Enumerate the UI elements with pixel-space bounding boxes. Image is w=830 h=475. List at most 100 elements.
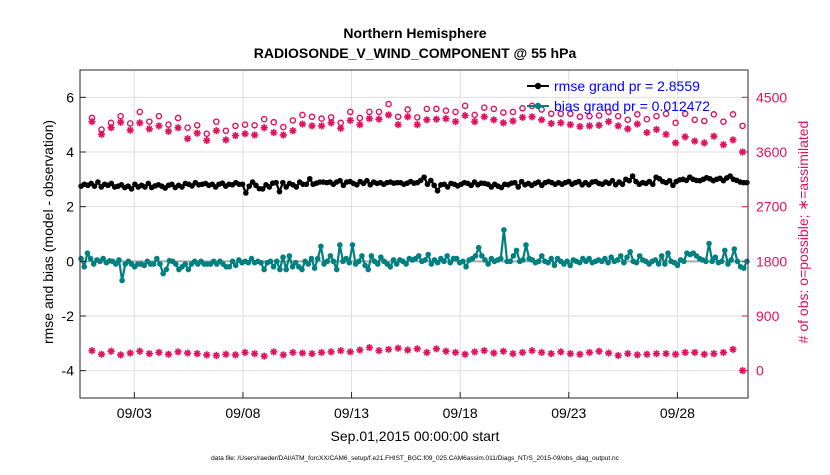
assimilated-marker	[270, 128, 278, 137]
asterisk-stroke	[634, 120, 641, 128]
possible-marker	[634, 111, 641, 118]
assimilated-low-marker	[547, 350, 555, 358]
bias-point	[154, 255, 160, 262]
bias-point	[182, 261, 189, 267]
assimilated-low-marker	[193, 350, 201, 358]
bias-point	[368, 253, 375, 259]
possible-marker	[739, 122, 746, 130]
assimilated-low-marker	[614, 351, 622, 360]
assimilated-marker	[700, 139, 708, 147]
assimilated-marker	[471, 118, 479, 126]
bias-point	[327, 253, 334, 259]
assimilated-low-marker	[652, 350, 661, 358]
assimilated-low-marker	[681, 348, 689, 357]
assimilated-marker	[652, 125, 661, 134]
assimilated-marker	[184, 135, 192, 143]
bias-point	[523, 242, 529, 248]
asterisk-stroke	[194, 130, 201, 137]
asterisk-stroke	[241, 130, 249, 137]
assimilated-marker	[203, 136, 211, 145]
legend-bias-marker	[534, 102, 542, 110]
bias-point	[333, 266, 340, 273]
bias-point	[116, 257, 122, 263]
possible-marker	[232, 122, 239, 130]
possible-marker	[193, 121, 201, 129]
asterisk-stroke	[414, 345, 421, 352]
asterisk-stroke	[643, 351, 651, 358]
bias-point	[472, 253, 479, 259]
rmse-point	[619, 181, 626, 188]
bias-point	[318, 243, 324, 250]
asterisk-stroke	[165, 128, 172, 135]
assimilated-marker	[365, 114, 374, 123]
rmse-point	[142, 184, 148, 190]
asterisk-stroke	[586, 122, 593, 129]
assimilated-low-marker	[605, 349, 613, 357]
bias-point	[434, 259, 441, 266]
asterisk-stroke	[127, 127, 134, 134]
bias-point	[636, 253, 643, 259]
assimilated-low-marker	[671, 350, 680, 358]
bias-point	[428, 261, 435, 267]
asterisk-stroke	[328, 348, 335, 355]
assimilated-marker	[566, 121, 574, 129]
bias-point	[507, 258, 514, 265]
asterisk-stroke	[299, 120, 306, 128]
assimilated-marker	[145, 125, 153, 133]
asterisk-stroke	[107, 348, 115, 355]
right-y-tick-label: 2700	[756, 199, 787, 215]
bias-point	[292, 259, 299, 266]
assimilated-marker	[117, 118, 125, 126]
assimilated-low-marker	[164, 350, 173, 358]
asterisk-stroke	[672, 139, 679, 147]
asterisk-stroke	[729, 136, 737, 143]
bias-point	[681, 258, 687, 265]
left-y-axis-label: rmse and bias (model - observation)	[40, 120, 56, 344]
asterisk-stroke	[270, 129, 277, 136]
possible-marker	[547, 110, 555, 118]
possible-marker	[557, 110, 565, 118]
data-file-footer: data file: /Users/raeder/DAI/ATM_forcXX/…	[211, 455, 620, 462]
rmse-point	[145, 180, 152, 187]
bias-point	[349, 242, 356, 248]
x-tick-label: 09/03	[117, 405, 152, 421]
asterisk-stroke	[423, 116, 430, 123]
assimilated-low-marker	[298, 349, 307, 357]
rmse-point	[128, 186, 135, 192]
asterisk-stroke	[280, 351, 287, 358]
assimilated-low-marker	[633, 351, 641, 359]
bias-point	[261, 266, 267, 273]
assimilated-low-marker	[557, 348, 565, 356]
legend-bias-label: bias grand pr = 0.012472	[554, 98, 710, 114]
legend-entry-rmse: rmse grand pr = 2.8559	[527, 78, 700, 94]
assimilated-marker	[585, 122, 594, 130]
assimilated-marker	[346, 116, 354, 125]
assimilated-low-marker	[538, 348, 546, 357]
assimilated-marker	[557, 119, 565, 127]
assimilated-marker	[442, 114, 450, 123]
x-tick-label: 09/08	[225, 405, 260, 421]
asterisk-stroke	[395, 121, 402, 128]
assimilated-marker	[279, 131, 287, 139]
rmse-point	[303, 181, 310, 188]
rmse-point	[243, 190, 249, 196]
asterisk-stroke	[662, 131, 670, 138]
asterisk-stroke	[261, 124, 268, 131]
asterisk-stroke	[337, 347, 344, 354]
asterisk-stroke	[490, 349, 497, 357]
right-y-tick-labels: 0 900 1800 2700 3600 4500	[756, 89, 787, 378]
bias-point	[267, 258, 274, 265]
asterisk-stroke	[586, 349, 593, 356]
bias-point	[501, 227, 507, 233]
bias-point	[119, 277, 125, 284]
asterisk-stroke	[107, 124, 115, 131]
possible-marker	[624, 116, 632, 124]
bias-point	[87, 255, 94, 262]
bias-point	[627, 248, 633, 255]
asterisk-stroke	[662, 350, 670, 357]
asterisk-stroke	[280, 131, 287, 139]
asterisk-stroke	[729, 346, 737, 353]
bias-point	[78, 255, 84, 262]
rmse-point	[259, 186, 266, 192]
asterisk-stroke	[375, 116, 383, 123]
